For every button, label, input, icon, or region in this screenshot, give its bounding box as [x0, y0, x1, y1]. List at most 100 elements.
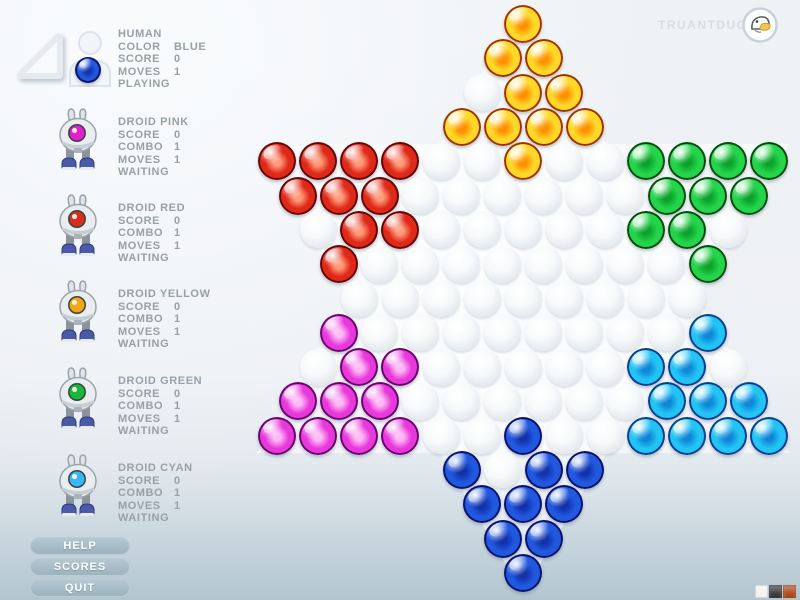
yellow-marble[interactable] — [442, 107, 481, 146]
board-hole[interactable] — [566, 382, 603, 420]
board-hole[interactable] — [463, 348, 501, 386]
board-hole[interactable] — [607, 314, 644, 352]
board-hole[interactable] — [422, 142, 460, 180]
green-marble[interactable] — [750, 142, 788, 181]
theme-swatch-dark[interactable] — [769, 585, 782, 598]
board-hole[interactable] — [607, 177, 644, 214]
blue-marble[interactable] — [545, 485, 583, 524]
board-hole[interactable] — [709, 348, 747, 386]
board-hole[interactable] — [299, 211, 337, 249]
board-hole[interactable] — [668, 279, 706, 317]
board-hole[interactable] — [545, 417, 583, 455]
red-marble[interactable] — [299, 142, 337, 181]
board-hole[interactable] — [463, 279, 501, 317]
board-hole[interactable] — [484, 245, 521, 283]
red-marble[interactable] — [340, 210, 378, 249]
board-hole[interactable] — [422, 417, 460, 455]
scores-button[interactable]: SCORES — [30, 558, 130, 576]
pink-marble[interactable] — [278, 382, 317, 421]
board-hole[interactable] — [422, 211, 460, 249]
board-hole[interactable] — [381, 279, 419, 317]
yellow-marble[interactable] — [504, 142, 542, 181]
pink-marble[interactable] — [319, 313, 358, 352]
board-hole[interactable] — [566, 177, 603, 214]
red-marble[interactable] — [258, 142, 296, 181]
theme-swatch-light[interactable] — [755, 585, 768, 598]
red-marble[interactable] — [360, 176, 399, 215]
board-hole[interactable] — [443, 245, 480, 283]
pink-marble[interactable] — [299, 416, 337, 455]
red-marble[interactable] — [319, 245, 358, 284]
blue-marble[interactable] — [504, 553, 542, 592]
pink-marble[interactable] — [340, 348, 378, 386]
pink-marble[interactable] — [258, 416, 296, 455]
red-marble[interactable] — [381, 142, 419, 181]
pink-marble[interactable] — [360, 382, 399, 421]
green-marble[interactable] — [729, 176, 768, 215]
blue-marble[interactable] — [504, 416, 542, 455]
board-hole[interactable] — [627, 279, 665, 317]
board-hole[interactable] — [361, 245, 398, 283]
board-hole[interactable] — [504, 348, 542, 386]
board-hole[interactable] — [525, 245, 562, 283]
board-hole[interactable] — [545, 142, 583, 180]
green-marble[interactable] — [668, 142, 706, 181]
pink-marble[interactable] — [381, 416, 419, 455]
red-marble[interactable] — [340, 142, 378, 181]
board-hole[interactable] — [463, 211, 501, 249]
board-hole[interactable] — [586, 142, 624, 180]
red-marble[interactable] — [381, 210, 419, 249]
board-hole[interactable] — [422, 348, 460, 386]
board-hole[interactable] — [566, 245, 603, 283]
board-hole[interactable] — [402, 314, 439, 352]
blue-marble[interactable] — [504, 485, 542, 524]
board-hole[interactable] — [340, 279, 378, 317]
cyan-marble[interactable] — [750, 416, 788, 455]
pink-marble[interactable] — [319, 382, 358, 421]
board-hole[interactable] — [443, 314, 480, 352]
yellow-marble[interactable] — [504, 73, 542, 112]
board-hole[interactable] — [566, 314, 603, 352]
cyan-marble[interactable] — [688, 382, 727, 421]
board-hole[interactable] — [402, 382, 439, 420]
board-hole[interactable] — [463, 142, 501, 180]
blue-marble[interactable] — [463, 485, 501, 524]
board-hole[interactable] — [648, 245, 685, 283]
board-hole[interactable] — [586, 211, 624, 249]
theme-swatch-red[interactable] — [783, 585, 796, 598]
board-hole[interactable] — [361, 314, 398, 352]
board-hole[interactable] — [443, 177, 480, 214]
board-hole[interactable] — [504, 211, 542, 249]
cyan-marble[interactable] — [709, 416, 747, 455]
board-hole[interactable] — [299, 348, 337, 386]
board-hole[interactable] — [586, 279, 624, 317]
yellow-marble[interactable] — [524, 39, 563, 78]
board-hole[interactable] — [607, 245, 644, 283]
green-marble[interactable] — [668, 210, 706, 249]
cyan-marble[interactable] — [668, 416, 706, 455]
board-hole[interactable] — [586, 348, 624, 386]
yellow-marble[interactable] — [545, 73, 583, 112]
green-marble[interactable] — [627, 142, 665, 181]
green-marble[interactable] — [688, 176, 727, 215]
board-hole[interactable] — [586, 417, 624, 455]
green-marble[interactable] — [647, 176, 686, 215]
blue-marble[interactable] — [524, 450, 563, 489]
yellow-marble[interactable] — [524, 107, 563, 146]
cyan-marble[interactable] — [729, 382, 768, 421]
pink-marble[interactable] — [381, 348, 419, 386]
board-hole[interactable] — [545, 279, 583, 317]
yellow-marble[interactable] — [504, 5, 542, 43]
cyan-marble[interactable] — [627, 416, 665, 455]
blue-marble[interactable] — [565, 450, 604, 489]
board-hole[interactable] — [545, 348, 583, 386]
board-hole[interactable] — [463, 74, 501, 112]
red-marble[interactable] — [278, 176, 317, 215]
board-hole[interactable] — [545, 211, 583, 249]
board-hole[interactable] — [484, 177, 521, 214]
board-hole[interactable] — [402, 245, 439, 283]
blue-marble[interactable] — [442, 450, 481, 489]
green-marble[interactable] — [688, 245, 727, 284]
green-marble[interactable] — [709, 142, 747, 181]
board-hole[interactable] — [463, 417, 501, 455]
